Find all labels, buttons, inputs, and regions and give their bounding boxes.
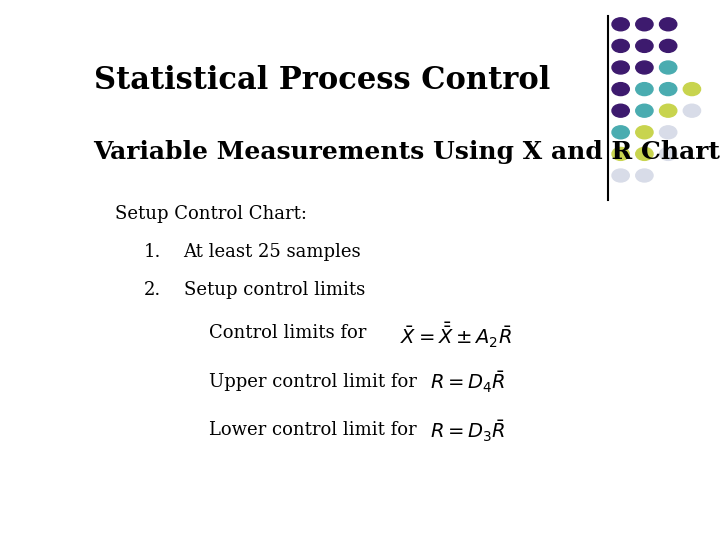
Circle shape [612,104,629,117]
Circle shape [636,61,653,74]
Circle shape [636,147,653,160]
Text: $R = D_3\bar{R}$: $R = D_3\bar{R}$ [430,418,505,444]
Circle shape [660,147,677,160]
Circle shape [636,169,653,182]
Circle shape [683,83,701,96]
Circle shape [612,61,629,74]
Text: At least 25 samples: At least 25 samples [184,243,361,261]
Circle shape [636,18,653,31]
Circle shape [660,18,677,31]
Circle shape [660,83,677,96]
Text: Setup Control Chart:: Setup Control Chart: [115,205,307,223]
Circle shape [660,126,677,139]
Circle shape [660,61,677,74]
Text: Variable Measurements Using X and R Charts: Variable Measurements Using X and R Char… [94,140,720,164]
Circle shape [636,104,653,117]
Circle shape [612,83,629,96]
Circle shape [612,39,629,52]
Circle shape [636,126,653,139]
Text: 1.: 1. [144,243,161,261]
Text: 2.: 2. [144,281,161,299]
Circle shape [683,104,701,117]
Text: Control limits for: Control limits for [209,324,366,342]
Text: Lower control limit for: Lower control limit for [209,421,416,439]
Circle shape [636,83,653,96]
Text: Upper control limit for: Upper control limit for [209,373,417,390]
Text: Statistical Process Control: Statistical Process Control [94,65,550,96]
Text: Setup control limits: Setup control limits [184,281,365,299]
Circle shape [636,39,653,52]
Circle shape [612,126,629,139]
Circle shape [660,104,677,117]
Circle shape [612,147,629,160]
Circle shape [612,169,629,182]
Circle shape [660,39,677,52]
Text: $R = D_4\bar{R}$: $R = D_4\bar{R}$ [430,370,505,395]
Circle shape [612,18,629,31]
Text: $\bar{X} = \bar{\bar{X}} \pm A_2\bar{R}$: $\bar{X} = \bar{\bar{X}} \pm A_2\bar{R}$ [400,321,511,350]
